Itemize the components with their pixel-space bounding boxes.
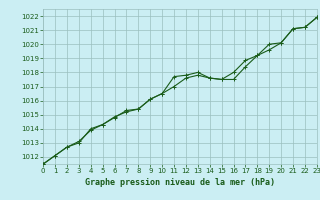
X-axis label: Graphe pression niveau de la mer (hPa): Graphe pression niveau de la mer (hPa) (85, 178, 275, 187)
